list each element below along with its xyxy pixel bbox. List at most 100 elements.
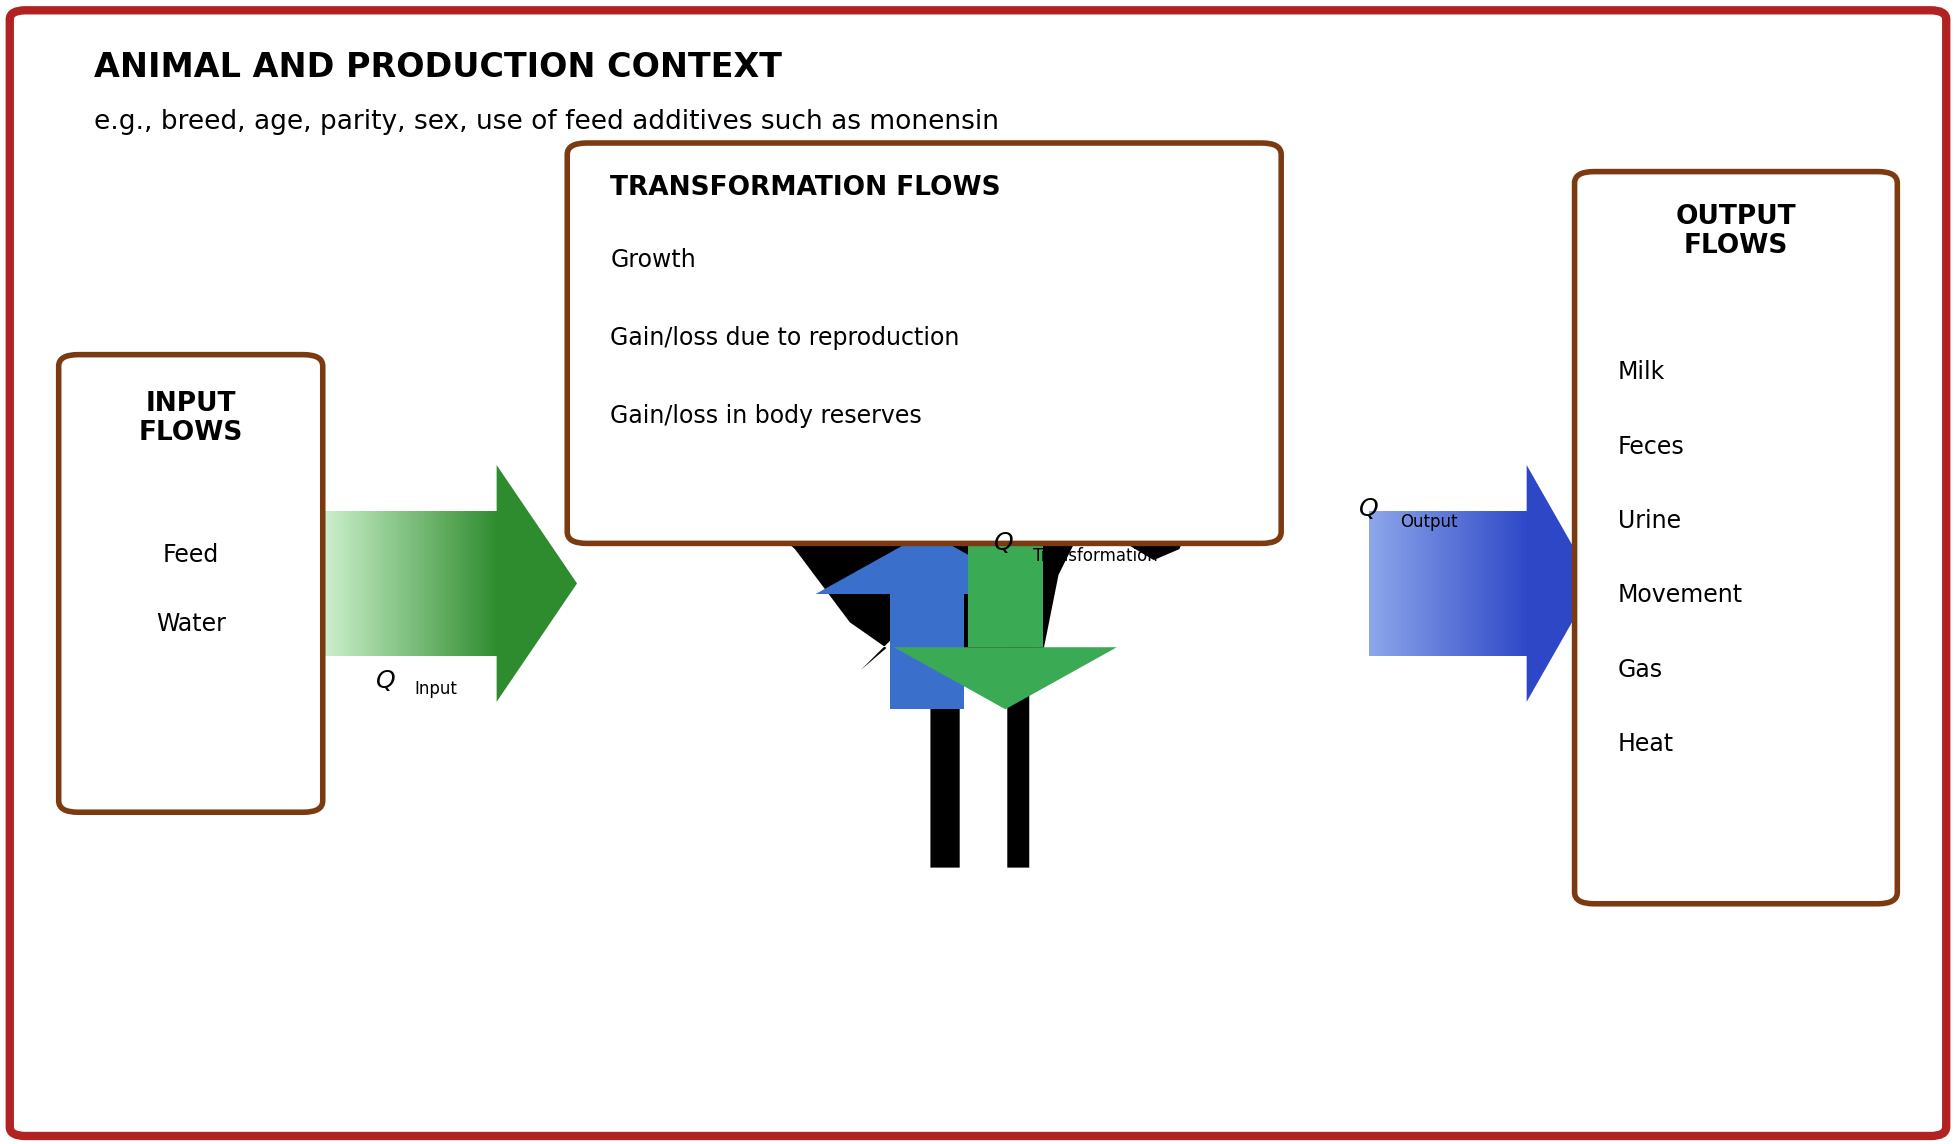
Polygon shape xyxy=(328,511,330,656)
Polygon shape xyxy=(1455,511,1456,656)
FancyBboxPatch shape xyxy=(1574,172,1896,904)
Polygon shape xyxy=(1480,511,1482,656)
Polygon shape xyxy=(454,511,457,656)
Polygon shape xyxy=(1496,511,1498,656)
Polygon shape xyxy=(321,511,323,656)
FancyBboxPatch shape xyxy=(59,355,323,812)
Polygon shape xyxy=(317,511,319,656)
Polygon shape xyxy=(489,511,493,656)
Polygon shape xyxy=(1441,511,1443,656)
Polygon shape xyxy=(1079,348,1108,414)
Polygon shape xyxy=(391,511,393,656)
Polygon shape xyxy=(1482,511,1484,656)
Polygon shape xyxy=(426,511,428,656)
Polygon shape xyxy=(1476,511,1478,656)
Polygon shape xyxy=(418,511,422,656)
Polygon shape xyxy=(477,511,481,656)
Polygon shape xyxy=(424,511,426,656)
Polygon shape xyxy=(1437,511,1439,656)
FancyBboxPatch shape xyxy=(567,143,1281,543)
Polygon shape xyxy=(1392,511,1394,656)
Polygon shape xyxy=(473,511,475,656)
Polygon shape xyxy=(1425,511,1427,656)
Polygon shape xyxy=(1408,511,1410,656)
Polygon shape xyxy=(393,511,395,656)
Polygon shape xyxy=(407,511,411,656)
Polygon shape xyxy=(366,511,368,656)
Polygon shape xyxy=(1466,511,1468,656)
Polygon shape xyxy=(438,511,440,656)
Polygon shape xyxy=(1404,511,1406,656)
Polygon shape xyxy=(452,511,454,656)
Text: Feed: Feed xyxy=(162,543,219,567)
Polygon shape xyxy=(1368,511,1370,656)
Polygon shape xyxy=(1525,464,1593,702)
Text: Output: Output xyxy=(1400,513,1456,531)
Polygon shape xyxy=(1468,511,1470,656)
Polygon shape xyxy=(405,511,407,656)
Polygon shape xyxy=(360,511,364,656)
Text: Heat: Heat xyxy=(1617,732,1673,756)
Polygon shape xyxy=(1523,511,1525,656)
Polygon shape xyxy=(1413,511,1415,656)
Polygon shape xyxy=(1513,511,1515,656)
Polygon shape xyxy=(1380,511,1382,656)
Polygon shape xyxy=(1472,511,1474,656)
Polygon shape xyxy=(1390,511,1392,656)
Polygon shape xyxy=(487,511,489,656)
Text: Water: Water xyxy=(156,612,225,636)
Polygon shape xyxy=(461,511,463,656)
Polygon shape xyxy=(1486,511,1488,656)
Polygon shape xyxy=(336,511,340,656)
Polygon shape xyxy=(1378,511,1380,656)
Polygon shape xyxy=(379,511,381,656)
Ellipse shape xyxy=(893,666,960,702)
Text: TRANSFORMATION FLOWS: TRANSFORMATION FLOWS xyxy=(610,175,1001,201)
Text: Q: Q xyxy=(1359,496,1378,521)
Polygon shape xyxy=(1410,511,1412,656)
Polygon shape xyxy=(483,511,485,656)
Polygon shape xyxy=(330,511,332,656)
Text: ANIMAL AND PRODUCTION CONTEXT: ANIMAL AND PRODUCTION CONTEXT xyxy=(94,51,782,85)
Text: INPUT
FLOWS: INPUT FLOWS xyxy=(139,391,242,446)
Polygon shape xyxy=(340,511,342,656)
Polygon shape xyxy=(368,511,369,656)
Ellipse shape xyxy=(1105,406,1128,421)
Polygon shape xyxy=(434,511,436,656)
Polygon shape xyxy=(1394,511,1396,656)
Polygon shape xyxy=(1470,511,1472,656)
Polygon shape xyxy=(1423,511,1425,656)
Polygon shape xyxy=(1374,511,1376,656)
Polygon shape xyxy=(413,511,414,656)
Text: Transformation: Transformation xyxy=(1032,547,1157,565)
Polygon shape xyxy=(428,511,430,656)
Polygon shape xyxy=(1372,511,1374,656)
Polygon shape xyxy=(1478,511,1480,656)
Polygon shape xyxy=(1519,511,1521,656)
Text: Q: Q xyxy=(375,669,395,693)
Polygon shape xyxy=(383,511,387,656)
Polygon shape xyxy=(446,511,448,656)
Polygon shape xyxy=(436,511,438,656)
Text: e.g., breed, age, parity, sex, use of feed additives such as monensin: e.g., breed, age, parity, sex, use of fe… xyxy=(94,109,999,135)
Polygon shape xyxy=(1370,511,1372,656)
Polygon shape xyxy=(465,511,469,656)
Polygon shape xyxy=(1384,511,1386,656)
Polygon shape xyxy=(313,511,317,656)
Polygon shape xyxy=(1412,511,1413,656)
Polygon shape xyxy=(485,511,487,656)
Polygon shape xyxy=(369,511,371,656)
Polygon shape xyxy=(475,511,477,656)
Text: Gas: Gas xyxy=(1617,658,1662,682)
Polygon shape xyxy=(890,594,964,709)
Polygon shape xyxy=(1503,511,1505,656)
Polygon shape xyxy=(1517,511,1519,656)
Polygon shape xyxy=(1511,511,1513,656)
Polygon shape xyxy=(1521,511,1523,656)
Polygon shape xyxy=(1396,511,1398,656)
Polygon shape xyxy=(495,511,497,656)
Polygon shape xyxy=(377,511,379,656)
Polygon shape xyxy=(497,464,577,702)
Polygon shape xyxy=(1458,511,1460,656)
Polygon shape xyxy=(1415,511,1417,656)
